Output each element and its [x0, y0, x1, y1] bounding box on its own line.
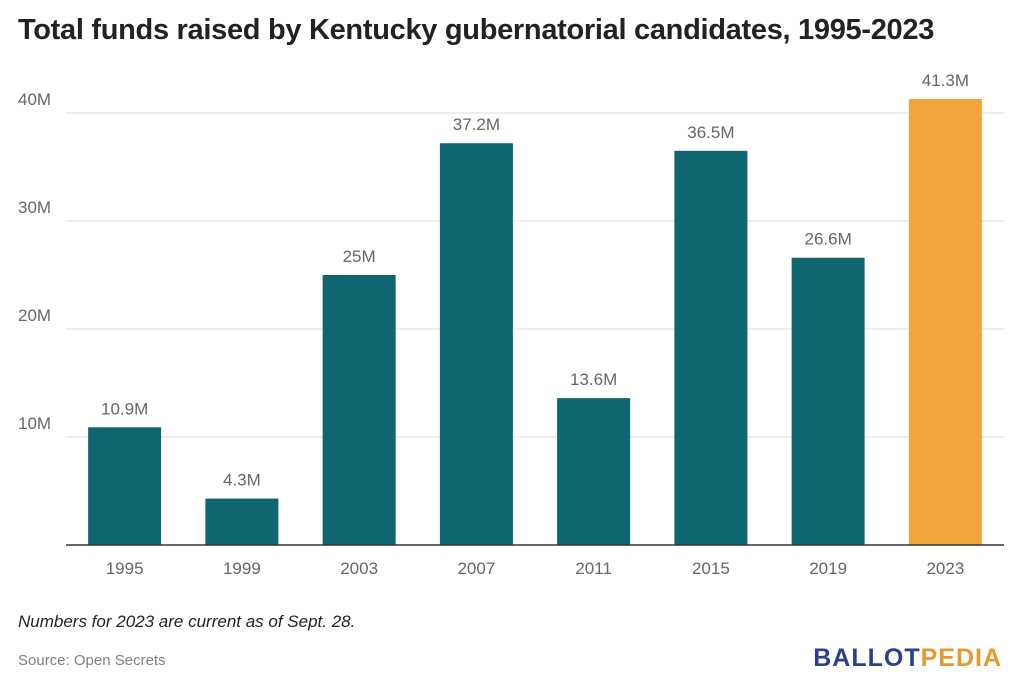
x-tick-label: 1999 [223, 559, 261, 578]
logo-part-2: PEDIA [920, 644, 1002, 672]
y-tick-label: 10M [18, 414, 51, 433]
bar [908, 98, 982, 546]
data-labels: 10.9M 4.3M 25M 37.2M 13.6M 36.5M 26.6M 41.3M [101, 71, 969, 490]
y-axis-ticks: 10M 20M 30M 40M [18, 90, 51, 433]
bar [88, 427, 162, 545]
x-tick-label: 1995 [106, 559, 144, 578]
bar [674, 150, 748, 546]
data-label: 36.5M [687, 123, 734, 142]
source-note: Source: Open Secrets [18, 652, 166, 669]
bars [88, 98, 982, 546]
data-label: 13.6M [570, 370, 617, 389]
x-axis-ticks: 1995 1999 2003 2007 2011 2015 2019 2023 [106, 559, 965, 578]
bar [791, 257, 865, 545]
x-tick-label: 2011 [575, 559, 612, 578]
bar [439, 143, 513, 546]
data-label: 37.2M [453, 115, 500, 134]
bar [322, 275, 396, 545]
bar [557, 398, 631, 545]
data-label: 4.3M [223, 471, 261, 490]
data-label: 41.3M [922, 71, 969, 90]
data-label: 10.9M [101, 399, 148, 418]
y-tick-label: 30M [18, 198, 51, 217]
x-tick-label: 2007 [457, 559, 495, 578]
y-tick-label: 20M [18, 306, 51, 325]
x-tick-label: 2003 [340, 559, 378, 578]
x-tick-label: 2023 [926, 559, 964, 578]
x-tick-label: 2019 [809, 559, 847, 578]
data-label: 26.6M [805, 230, 852, 249]
footnote: Numbers for 2023 are current as of Sept.… [18, 612, 356, 631]
x-tick-label: 2015 [692, 559, 730, 578]
y-tick-label: 40M [18, 90, 51, 109]
data-label: 25M [343, 247, 376, 266]
chart-title: Total funds raised by Kentucky gubernato… [18, 14, 935, 46]
logo-part-1: BALLOT [813, 644, 921, 672]
ballotpedia-logo: BALLOTPEDIA [813, 644, 1002, 673]
bar [205, 498, 279, 545]
